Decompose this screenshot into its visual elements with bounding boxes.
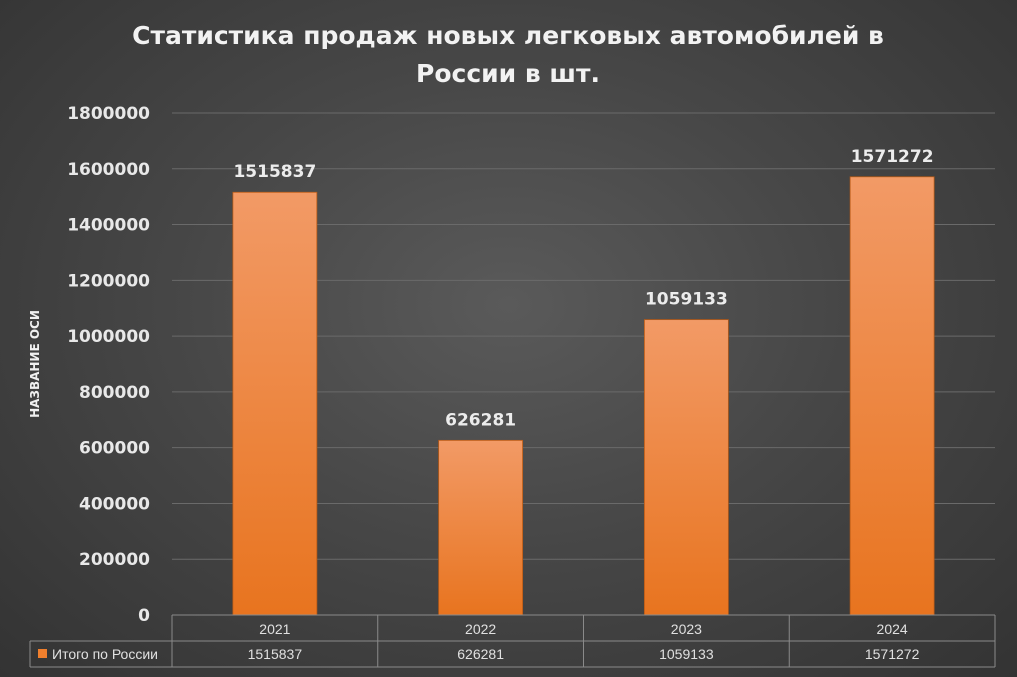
legend-series-name: Итого по России xyxy=(52,646,158,662)
y-tick-label: 1200000 xyxy=(67,271,150,291)
y-tick-label: 1600000 xyxy=(67,160,150,180)
legend-key-swatch xyxy=(38,649,47,658)
x-category-label-2023: 2023 xyxy=(671,621,702,637)
x-category-label-2022: 2022 xyxy=(465,621,496,637)
bar-2023 xyxy=(643,319,729,616)
x-category-label-2021: 2021 xyxy=(259,621,290,637)
bar-2022 xyxy=(438,439,524,616)
table-value-2024: 1571272 xyxy=(865,646,920,662)
table-value-2023: 1059133 xyxy=(659,646,714,662)
bar-2021 xyxy=(232,191,318,616)
y-tick-label: 0 xyxy=(138,606,150,626)
y-tick-label: 800000 xyxy=(79,383,150,403)
data-label-2022: 626281 xyxy=(445,410,516,430)
x-category-label-2024: 2024 xyxy=(877,621,908,637)
table-value-2021: 1515837 xyxy=(248,646,303,662)
y-tick-label: 200000 xyxy=(79,550,150,570)
data-label-2023: 1059133 xyxy=(645,290,728,310)
y-tick-label: 600000 xyxy=(79,439,150,459)
y-tick-label: 400000 xyxy=(79,494,150,514)
y-tick-label: 1800000 xyxy=(67,104,150,124)
chart-title-line-1: Статистика продаж новых легковых автомоб… xyxy=(132,21,884,50)
data-label-2021: 1515837 xyxy=(233,162,316,182)
y-axis-title: НАЗВАНИЕ ОСИ xyxy=(28,310,42,418)
bar-2024 xyxy=(849,176,935,616)
data-label-2024: 1571272 xyxy=(851,147,934,167)
y-tick-label: 1000000 xyxy=(67,327,150,347)
table-value-2022: 626281 xyxy=(457,646,504,662)
chart-title-line-2: России в шт. xyxy=(416,59,600,88)
y-tick-label: 1400000 xyxy=(67,216,150,236)
